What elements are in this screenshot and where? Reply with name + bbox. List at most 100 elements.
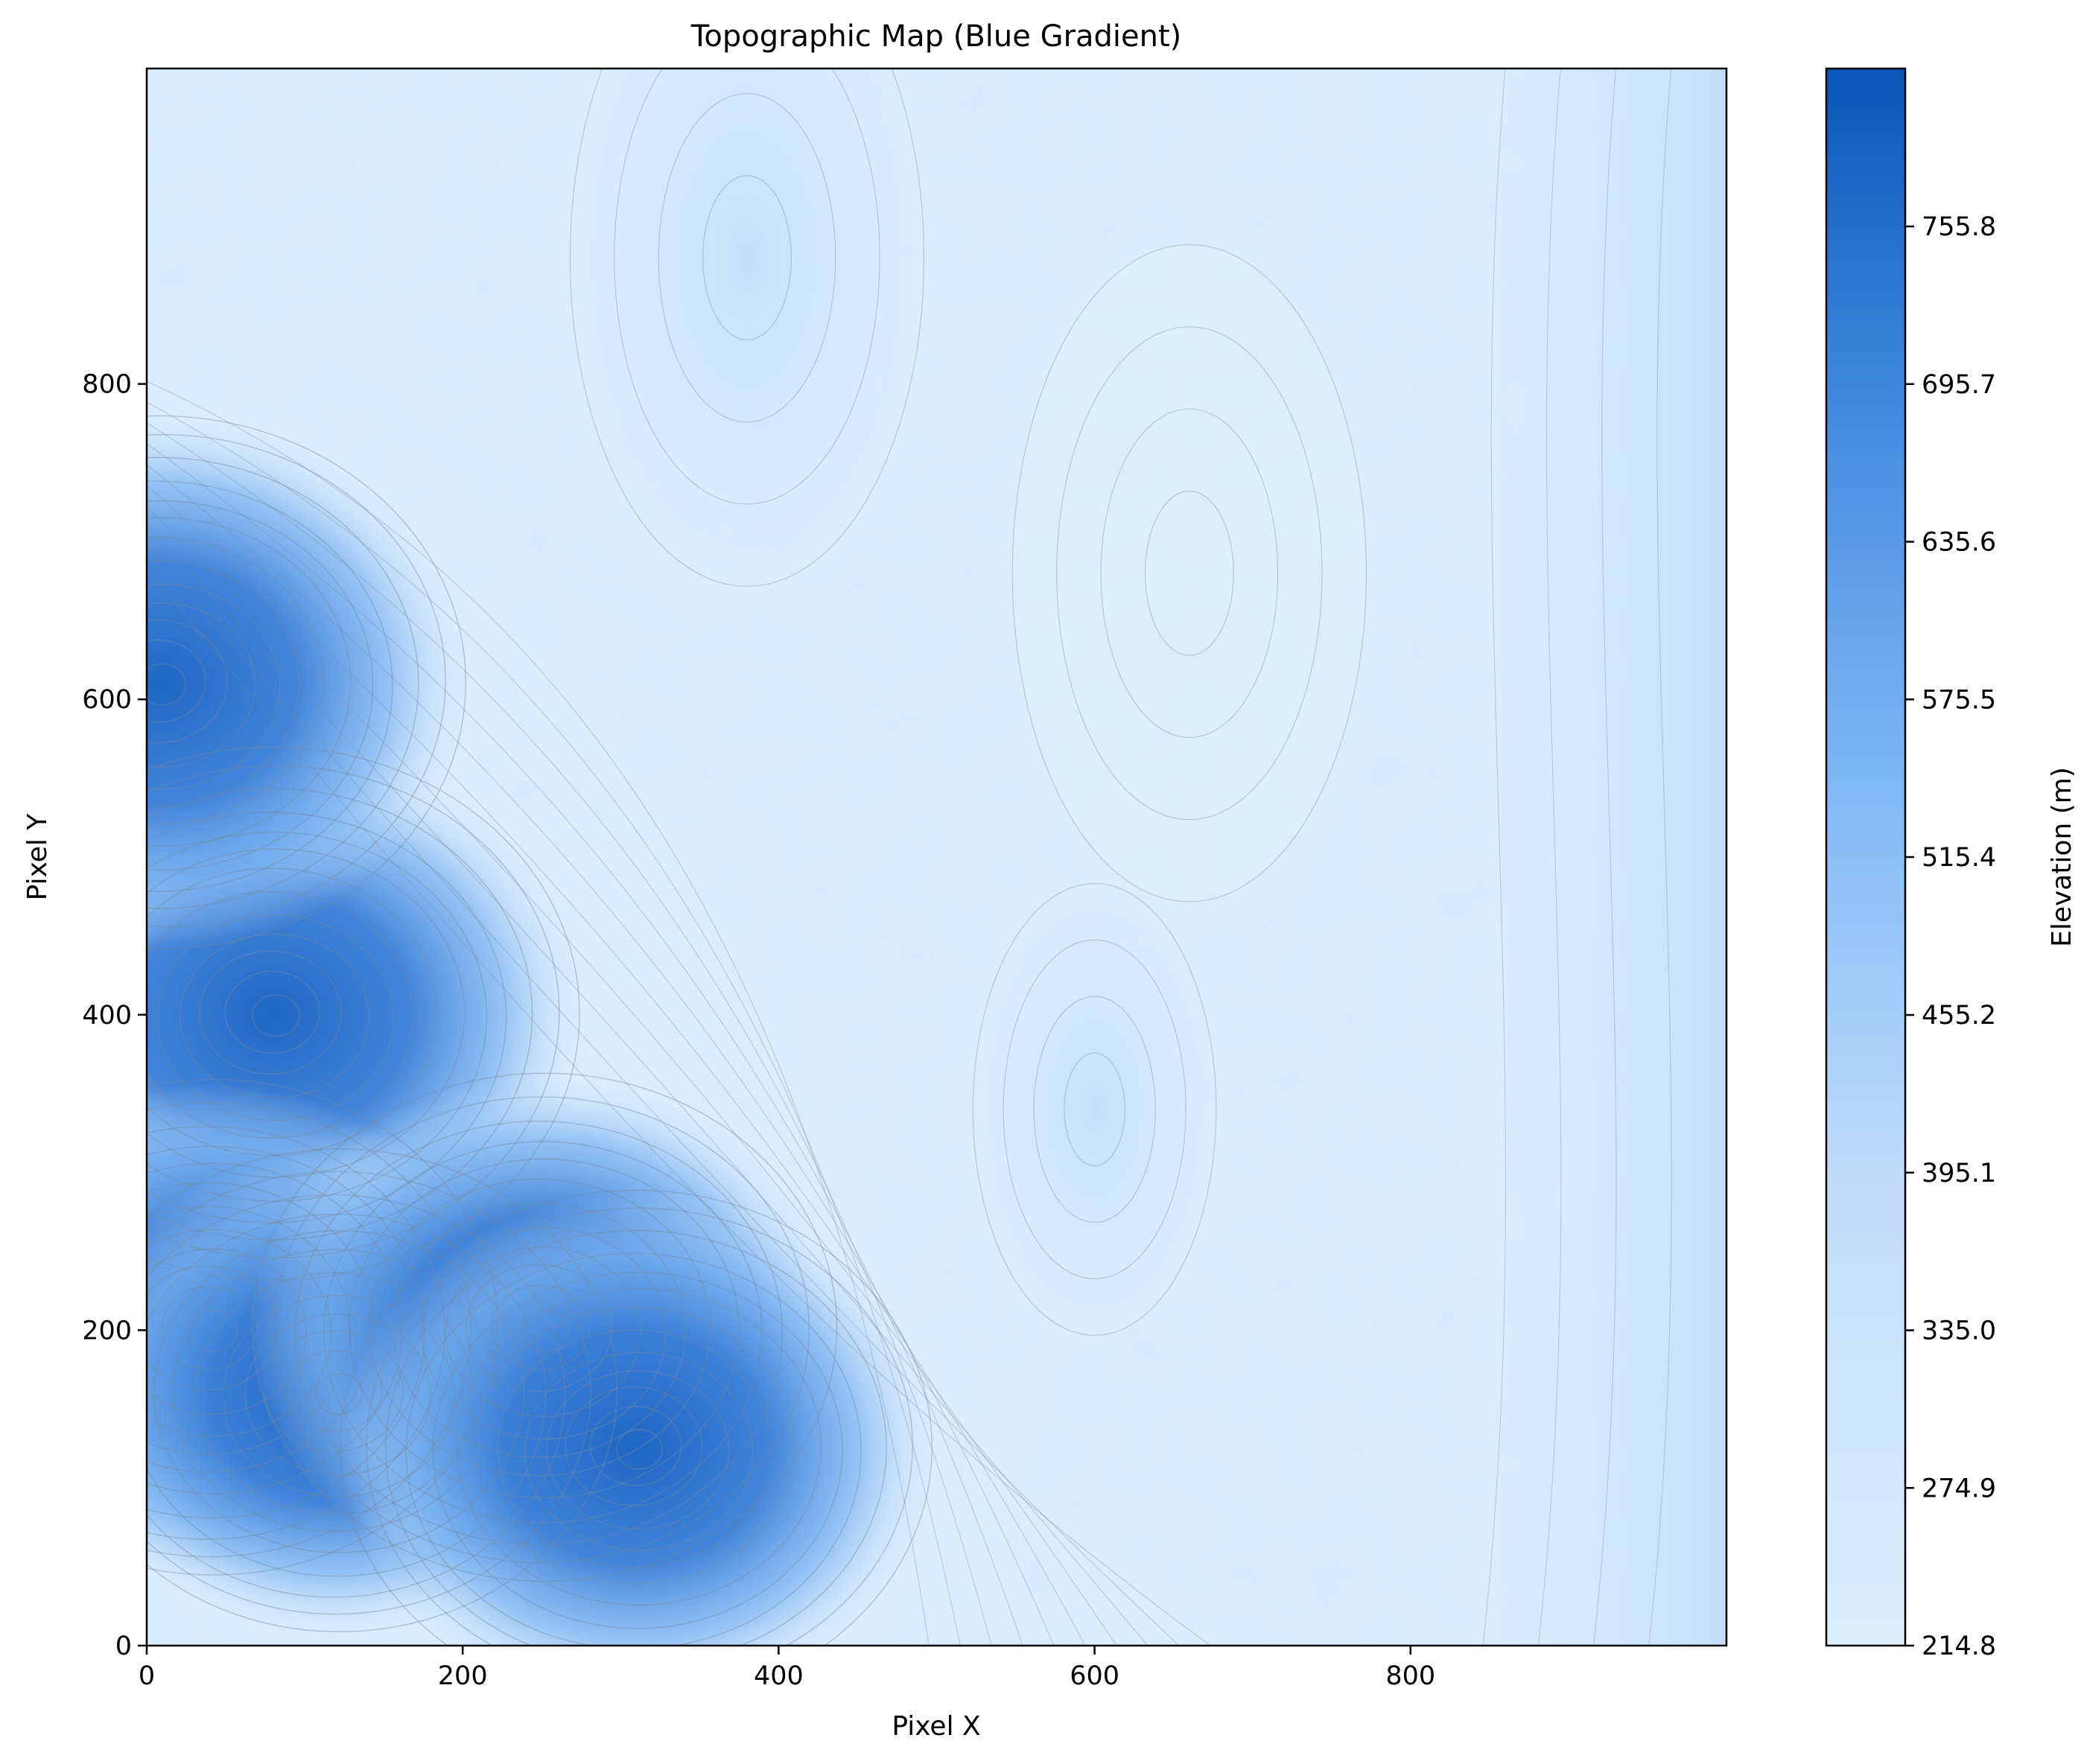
contour-ring [569,69,925,587]
contour-ring [147,619,228,744]
contour-ring [147,583,281,790]
contour-ring [147,831,487,1202]
contour-ring [147,1079,498,1576]
contour-ring [288,1349,383,1432]
contour-ring [1056,326,1323,821]
colorbar-ticks: 214.8 274.9 335.0 395.1 455.2 515.4 575.5 635.6… [1905,212,1996,1661]
contour-ring [194,1272,474,1515]
y-tick-label: 400 [82,1001,132,1031]
contour-ring [263,1330,404,1452]
contour-ring [147,1171,591,1615]
colorbar-tick-label: 274.9 [1922,1474,1996,1503]
contour-ring [147,812,507,1223]
contour-ring [222,1295,455,1497]
contour-ring [147,1102,471,1558]
contour-ring [153,1230,525,1553]
contour-ring [616,1429,663,1470]
contour-ring [658,92,836,423]
contour-line [147,526,1148,1646]
colorbar-tick-label: 575.5 [1922,685,1996,715]
contour-ring [147,1206,351,1455]
contour-ring [224,970,320,1054]
contour-ring [147,1145,425,1519]
contour-ring [456,1287,822,1606]
contour-ring [147,663,187,706]
contour-ring [340,1189,933,1646]
contour-ring [546,1370,730,1530]
colorbar-fill [1826,69,1905,1646]
y-axis-label: Pixel Y [22,813,53,901]
plot-area: 0 200 400 600 800 0 200 400 600 800 [82,67,1728,1691]
colorbar-tick-label: 455.2 [1922,1001,1996,1031]
contour-ring [366,1207,913,1646]
elevation-features [147,69,1726,1646]
contour-ring [147,415,466,950]
colorbar: 214.8 274.9 335.0 395.1 455.2 515.4 575.5 635.6… [1825,67,1996,1661]
contour-ring [565,1386,703,1506]
contour-ring [273,1096,810,1564]
contour-ring [147,788,533,1241]
ridge-mark [1473,69,1726,1646]
x-tick-label: 800 [1385,1661,1435,1691]
y-tick-label: 0 [115,1631,132,1661]
contour-ring [147,500,374,871]
x-axis-label: Pixel X [892,1711,980,1742]
chart-title: Topographic Map (Blue Gradient) [690,19,1182,54]
contour-ring [147,1126,445,1540]
contour-ring [171,1249,498,1532]
contour-ring [147,456,419,909]
contour-line [1648,69,1672,1646]
contour-ring [323,1141,763,1523]
colorbar-tick-label: 515.4 [1922,843,1996,873]
contour-ring [147,1194,565,1598]
contour-ring [369,1178,711,1477]
contour-ring [474,1306,795,1585]
x-axis: 0 200 400 600 800 [139,1646,1435,1691]
contour-ring [147,639,206,723]
contour-ring [147,480,393,892]
contour-line [147,422,992,1646]
contour-ring [385,1229,887,1646]
contour-ring [1064,1052,1126,1167]
contour-ring [422,1226,667,1440]
colorbar-tick-label: 395.1 [1922,1159,1996,1188]
contour-ring [147,1213,547,1577]
y-tick-label: 600 [82,685,132,715]
contour-ring [147,517,352,847]
contour-line [1592,69,1617,1646]
contour-ring [188,1310,238,1352]
y-tick-label: 200 [82,1316,132,1346]
lowland-mark [1012,244,1367,902]
contour-ring [147,765,560,1258]
contour-ring [614,69,880,505]
contour-line [147,464,1055,1646]
colorbar-tick-label: 695.7 [1922,370,1996,400]
contour-line [147,443,1023,1646]
contour-ring [147,1148,617,1632]
x-tick-label: 400 [754,1661,804,1691]
contour-ring [702,175,792,341]
contour-ring [147,867,437,1156]
contour-ring [1033,996,1156,1223]
contour-ring [1100,408,1279,738]
contour-line [147,568,1211,1646]
contour-ring [244,1314,431,1476]
contour-ring [147,746,580,1281]
contour-ring [199,950,342,1075]
contour-line [147,485,1086,1646]
contour-ring [315,1373,363,1415]
x-tick-label: 600 [1070,1661,1119,1691]
contour-ring [147,1162,403,1494]
contour-ring [179,933,370,1099]
contour-ring [589,1405,682,1486]
contour-ring [524,1351,754,1551]
contour-ring [349,1159,740,1499]
contour-ring [147,433,446,928]
contour-ring [465,1264,613,1392]
plateau-mark [570,69,924,587]
colorbar-tick-label: 635.6 [1922,528,1996,558]
contour-ring [432,1272,843,1629]
contour-ring [147,560,299,808]
contour-ring [161,1285,258,1370]
